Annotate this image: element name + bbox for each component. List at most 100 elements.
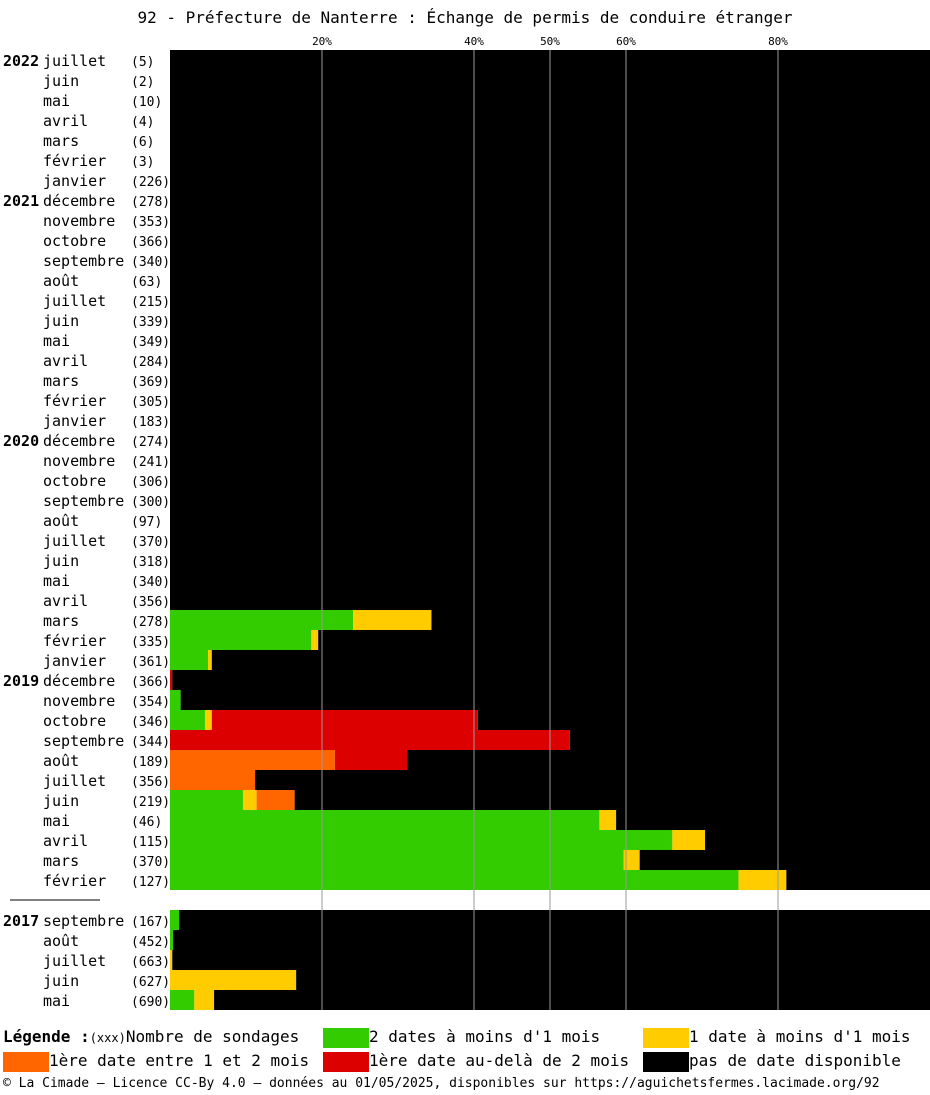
count-label: (226) [131, 175, 170, 190]
gridlines-layer [321, 50, 779, 1010]
month-label: juin [43, 72, 79, 90]
count-label: (356) [131, 595, 170, 610]
count-label: (127) [131, 875, 170, 890]
count-label: (627) [131, 975, 170, 990]
x-tick-label: 50% [540, 35, 560, 48]
bar-segment-yellow [353, 610, 432, 630]
legend-item-orange: 1ère date entre 1 et 2 mois [3, 1050, 309, 1072]
count-label: (340) [131, 575, 170, 590]
legend-swatch-orange [3, 1051, 49, 1072]
bar-segment-yellow [738, 870, 787, 890]
month-label: août [43, 272, 79, 290]
month-label: décembre [43, 672, 115, 690]
bar-segment-black [407, 750, 930, 770]
bar-segment-green [170, 830, 673, 850]
month-label: avril [43, 112, 88, 130]
bar-segment-black [616, 810, 930, 830]
chart-title: 92 - Préfecture de Nanterre : Échange de… [137, 8, 793, 27]
bar-segment-green [170, 790, 243, 810]
month-label: novembre [43, 692, 115, 710]
bar-segment-black [179, 910, 930, 930]
bar-segment-black [211, 650, 930, 670]
legend-swatch-red [323, 1051, 369, 1072]
month-label: juillet [43, 952, 106, 970]
legend-label-black: pas de date disponible [689, 1051, 901, 1070]
bar-segment-green [170, 610, 354, 630]
bar-segment-red [170, 670, 173, 690]
count-label: (318) [131, 555, 170, 570]
bar-segment-black [569, 730, 930, 750]
bar-segment-red [211, 710, 478, 730]
count-label: (6) [131, 135, 154, 150]
legend-heading-text: Légende : [3, 1027, 90, 1046]
count-label: (300) [131, 495, 170, 510]
count-label: (353) [131, 215, 170, 230]
month-label: février [43, 632, 106, 650]
month-label: avril [43, 832, 88, 850]
month-label: août [43, 512, 79, 530]
legend-item-red: 1ère date au-delà de 2 mois [323, 1050, 629, 1072]
month-label: octobre [43, 472, 106, 490]
count-label: (335) [131, 635, 170, 650]
month-label: août [43, 752, 79, 770]
legend: Légende :(xxx)Nombre de sondages 2 dates… [3, 1026, 930, 1074]
bar-segment-yellow [311, 630, 319, 650]
bar-segment-green [170, 870, 739, 890]
month-label: novembre [43, 212, 115, 230]
month-label: octobre [43, 712, 106, 730]
count-label: (5) [131, 55, 154, 70]
bar-segment-green [170, 850, 624, 870]
count-label: (370) [131, 855, 170, 870]
bar-segment-green [170, 990, 195, 1010]
bar-segment-green [170, 810, 600, 830]
count-label: (663) [131, 955, 170, 970]
count-label: (2) [131, 75, 154, 90]
year-label: 2020 [3, 432, 39, 450]
count-label: (10) [131, 95, 162, 110]
count-label: (452) [131, 935, 170, 950]
count-label: (346) [131, 715, 170, 730]
bar-segment-black [639, 850, 930, 870]
bar-segment-black [705, 830, 930, 850]
month-label: juillet [43, 292, 106, 310]
month-label: septembre [43, 732, 124, 750]
month-label: mai [43, 992, 70, 1010]
row-labels-layer: 2022 juillet (5)juin (2)mai (10)avril (4)mars… [3, 52, 170, 1010]
month-label: juin [43, 972, 79, 990]
bar-segment-red [334, 750, 408, 770]
month-label: janvier [43, 652, 106, 670]
x-tick-label: 60% [616, 35, 636, 48]
bar-segment-green [170, 690, 181, 710]
count-label: (344) [131, 735, 170, 750]
count-label: (366) [131, 235, 170, 250]
bar-segment-orange [170, 750, 335, 770]
count-label: (219) [131, 795, 170, 810]
month-label: mars [43, 612, 79, 630]
count-label: (339) [131, 315, 170, 330]
x-tick-label: 40% [464, 35, 484, 48]
count-label: (189) [131, 755, 170, 770]
legend-heading: Légende :(xxx)Nombre de sondages [3, 1026, 299, 1048]
bar-segment-black [214, 990, 930, 1010]
legend-row-1: Légende :(xxx)Nombre de sondages 2 dates… [3, 1026, 930, 1050]
bar-segment-orange [170, 770, 256, 790]
bar-segment-yellow [599, 810, 617, 830]
month-label: juillet [43, 52, 106, 70]
month-label: mai [43, 92, 70, 110]
count-label: (305) [131, 395, 170, 410]
bar-segment-black [255, 770, 930, 790]
count-label: (306) [131, 475, 170, 490]
year-label: 2019 [3, 672, 39, 690]
count-label: (349) [131, 335, 170, 350]
month-label: avril [43, 592, 88, 610]
count-label: (278) [131, 195, 170, 210]
bar-segment-black [786, 870, 930, 890]
month-label: décembre [43, 432, 115, 450]
month-label: octobre [43, 232, 106, 250]
legend-row-2: 1ère date entre 1 et 2 mois 1ère date au… [3, 1050, 930, 1074]
bar-segment-yellow [242, 790, 257, 810]
month-label: mars [43, 132, 79, 150]
month-label: février [43, 872, 106, 890]
legend-label-red: 1ère date au-delà de 2 mois [369, 1051, 630, 1070]
bar-segment-red [170, 730, 570, 750]
